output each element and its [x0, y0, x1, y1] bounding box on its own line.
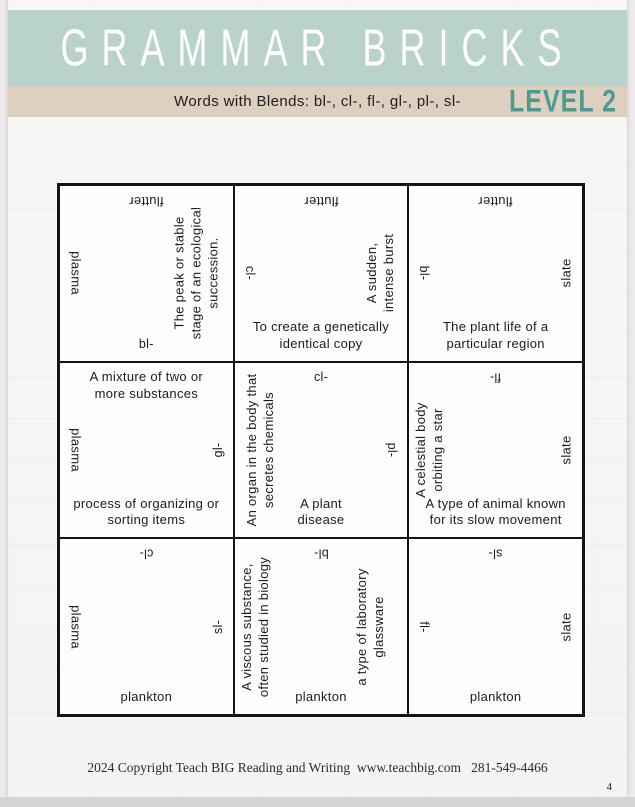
cell1-left-word: plasma [68, 251, 84, 296]
cell3-top-word: flutter [478, 193, 513, 209]
puzzle-cell-7: cl- plasma sl- plankton [59, 538, 234, 715]
puzzle-cell-9: sl- fl- slate plankton [408, 538, 583, 715]
puzzle-cell-5: cl- An organ in the body that secretes c… [233, 361, 409, 539]
cell6-bottom-definition: A type of animal known for its slow move… [425, 495, 566, 528]
cell4-bottom-definition: process of organizing or sorting items [73, 495, 220, 528]
cell9-right-word: slate [558, 612, 574, 642]
puzzle-grid: flutter plasma The peak or stable stage … [57, 183, 585, 717]
cell1-bottom-blend: bl- [138, 337, 154, 352]
worksheet-page: GRAMMAR BRICKS Words with Blends: bl-, c… [8, 0, 627, 797]
copyright-line: 2024 Copyright Teach BIG Reading and Wri… [87, 760, 548, 775]
cell7-right-blend: sl- [210, 619, 225, 634]
puzzle-cell-2: flutter cl- A sudden, intense burst To c… [233, 185, 409, 362]
cell8-bottom-word: plankton [295, 689, 347, 705]
cell4-top-definition: A mixture of two or more substances [89, 368, 203, 401]
title-banner: GRAMMAR BRICKS [8, 10, 627, 86]
puzzle-cell-3: flutter bl- slate The plant life of a pa… [408, 185, 583, 362]
cell3-bottom-definition: The plant life of a particular region [442, 318, 549, 351]
level-badge: LEVEL 2 [509, 83, 617, 119]
cell1-right-definition: The peak or stable stage of an ecologica… [171, 207, 221, 340]
cell9-left-blend: fl- [417, 620, 432, 633]
cell7-left-word: plasma [68, 604, 84, 649]
cell8-left-definition: A viscous substance, often studied in bi… [238, 556, 271, 697]
page-title: GRAMMAR BRICKS [60, 17, 575, 77]
cell5-bottom-definition: A plant disease [297, 495, 345, 528]
puzzle-cell-4: A mixture of two or more substances plas… [59, 361, 234, 539]
page-number: 4 [606, 781, 613, 793]
viewer-bottom-bar [0, 797, 635, 807]
cell7-top-blend: cl- [139, 546, 154, 561]
puzzle-cell-8: bl- A viscous substance, often studied i… [233, 538, 409, 715]
cell2-bottom-definition: To create a genetically identical copy [252, 318, 390, 351]
cell9-top-blend: sl- [488, 546, 503, 561]
puzzle-cell-1: flutter plasma The peak or stable stage … [59, 185, 234, 362]
cell7-bottom-word: plankton [120, 689, 173, 705]
blends-subtitle: Words with Blends: bl-, cl-, fl-, gl-, p… [174, 93, 461, 110]
cell8-right-definition: a type of laboratory glassware [354, 568, 387, 686]
subtitle-band: Words with Blends: bl-, cl-, fl-, gl-, p… [8, 83, 627, 119]
cell5-top-blend: cl- [313, 369, 329, 384]
cell9-bottom-word: plankton [469, 689, 522, 705]
puzzle-cell-6: fl- A celestial body orbiting a star sla… [408, 361, 583, 539]
